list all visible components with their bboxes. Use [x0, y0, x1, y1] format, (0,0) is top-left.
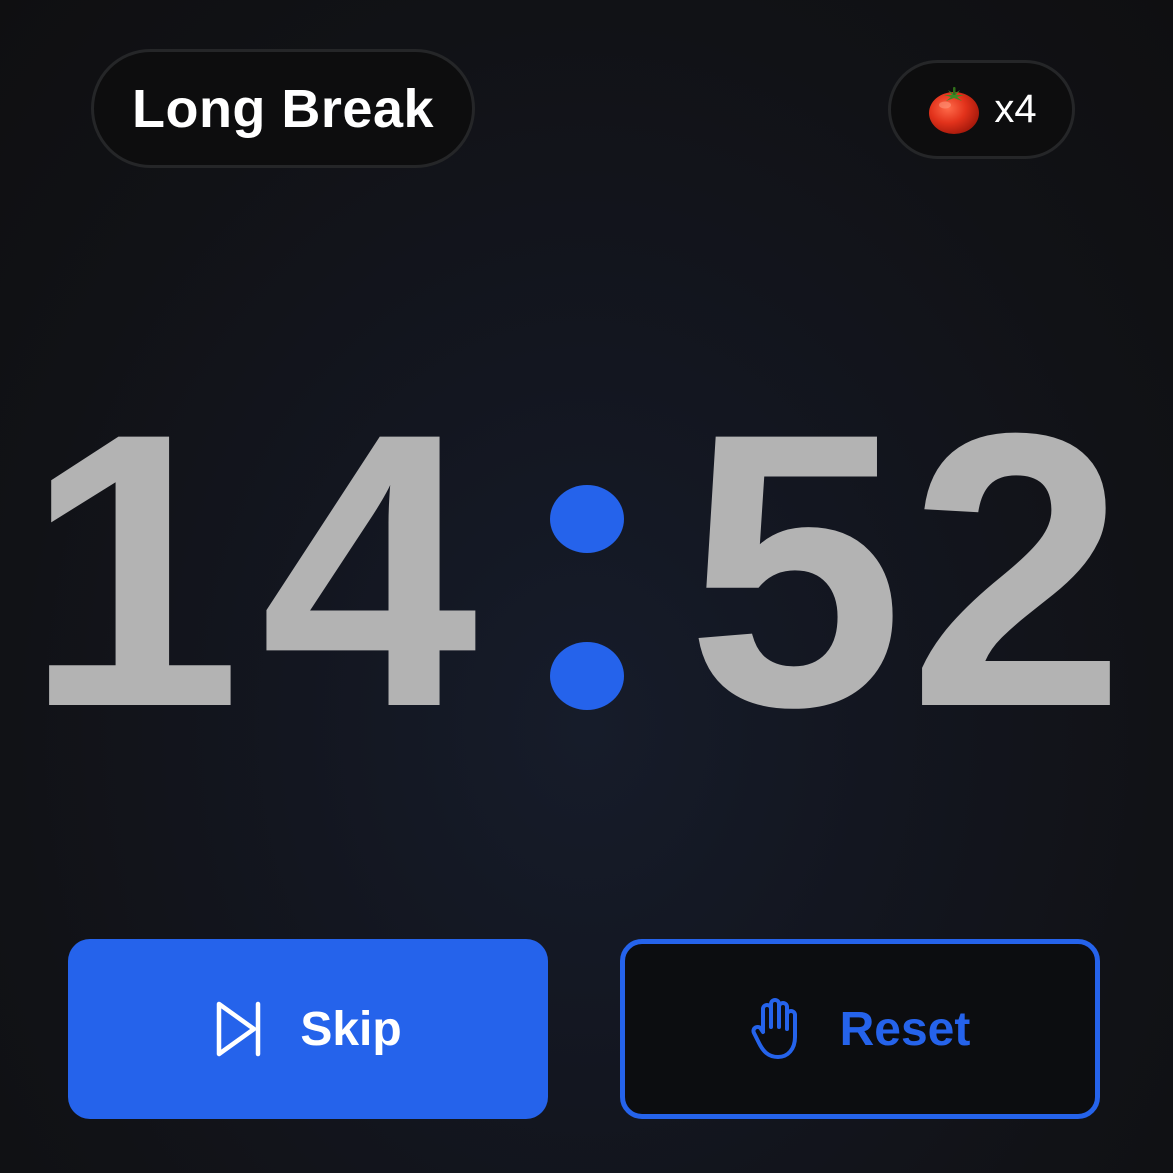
pomodoro-count-badge: x4 — [888, 60, 1075, 159]
reset-button[interactable]: Reset — [620, 939, 1100, 1119]
reset-button-label: Reset — [839, 1002, 971, 1056]
timer-separator-dot-top — [550, 485, 624, 553]
timer-minutes-tens: 1 — [24, 352, 242, 788]
skip-button[interactable]: Skip — [68, 939, 548, 1119]
session-mode-label: Long Break — [131, 78, 435, 139]
skip-button-label: Skip — [300, 1002, 402, 1056]
timer-separator-dot-bottom — [550, 642, 624, 710]
skip-forward-icon — [217, 1001, 261, 1057]
timer-seconds-tens: 5 — [686, 352, 904, 788]
hand-stop-icon — [751, 998, 797, 1059]
timer-minutes-ones: 4 — [260, 352, 478, 788]
tomato-icon — [929, 86, 980, 134]
session-mode-badge: Long Break — [91, 49, 475, 168]
countdown-timer: 1 4 5 2 — [0, 352, 1173, 788]
timer-seconds-ones: 2 — [908, 352, 1126, 788]
pomodoro-count-label: x4 — [994, 87, 1037, 131]
